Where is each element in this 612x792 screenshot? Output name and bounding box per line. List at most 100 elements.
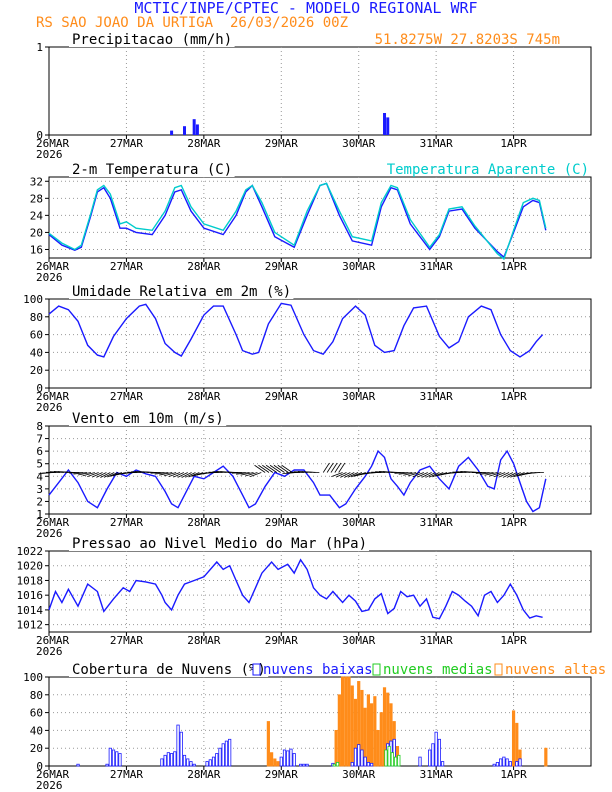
wind-xtick-label: 30MAR xyxy=(342,516,375,529)
cloud-bar-high xyxy=(347,676,351,767)
cloud-bar-high xyxy=(266,721,270,767)
clouds-ytick-label: 80 xyxy=(30,689,43,702)
wind-arrow xyxy=(269,464,281,473)
wind-ytick-label: 6 xyxy=(36,445,43,458)
wind-arrow xyxy=(502,472,514,478)
temp-xtick-label: 30MAR xyxy=(342,260,375,273)
cloud-bar-low xyxy=(173,751,177,767)
rh-xtick-label: 28MAR xyxy=(187,390,220,403)
precip-bar xyxy=(183,126,186,135)
cloud-bar-mid xyxy=(394,756,398,767)
precip-ytick-label: 1 xyxy=(36,41,43,54)
clouds-title: Cobertura de Nuvens (%) xyxy=(72,662,266,678)
cloud-bar-low xyxy=(508,761,512,767)
wind-arrow xyxy=(489,472,502,477)
cloud-bar-low xyxy=(205,761,209,767)
cloud-bar-low xyxy=(279,756,283,767)
rh-xtick-label: 30MAR xyxy=(342,390,375,403)
wind-arrow xyxy=(110,472,123,477)
precip-bar xyxy=(192,119,196,135)
cloud-bar-high xyxy=(544,747,548,767)
press-ytick-label: 1012 xyxy=(17,619,44,632)
header-run: 26/03/2026 00Z xyxy=(230,15,348,31)
cloud-bar-low xyxy=(228,738,232,767)
wind-arrow xyxy=(510,472,521,478)
cloud-bar-high xyxy=(340,676,345,767)
wind-arrow xyxy=(484,472,498,476)
rh-xtick-label: 1APR xyxy=(500,390,527,403)
rh-frame xyxy=(48,298,592,389)
wind-arrow xyxy=(273,464,285,473)
wind-arrow xyxy=(326,462,334,473)
header-location: RS SAO JOAO DA URTIGA xyxy=(36,15,214,31)
wind-arrow xyxy=(425,472,436,478)
cloud-bar-low xyxy=(366,762,370,767)
clouds-ytick-label: 20 xyxy=(30,742,43,755)
cloud-bar-low xyxy=(286,750,290,767)
press-ytick-label: 1022 xyxy=(17,545,44,558)
temp-year-label: 2026 xyxy=(36,271,63,284)
wind-arrow xyxy=(432,472,444,478)
wind-arrow xyxy=(334,462,342,473)
wind-arrow xyxy=(73,472,88,475)
temp-ytick-label: 20 xyxy=(30,226,43,239)
wind-arrow xyxy=(412,472,425,478)
wind-arrow xyxy=(69,472,84,474)
rh-title-bg xyxy=(69,285,294,299)
cloud-bar-low xyxy=(302,763,306,767)
cloud-bar-high xyxy=(511,710,516,767)
cloud-bar-low xyxy=(192,763,196,767)
cloud-bar-high xyxy=(270,752,274,767)
wind-arrow xyxy=(479,472,494,475)
cloud-bar-low xyxy=(118,753,122,767)
cloud-bar-low xyxy=(434,731,438,767)
wind-arrow xyxy=(159,472,173,476)
cloud-bar-low xyxy=(221,743,225,767)
cloud-bar-low xyxy=(299,763,303,767)
wind-arrow xyxy=(91,472,103,478)
temp-xtick-label: 27MAR xyxy=(110,260,143,273)
cloud-bar-high xyxy=(276,761,280,767)
cloud-bar-low xyxy=(76,763,80,767)
cloud-bar-low xyxy=(440,761,445,767)
cloud-bar-low xyxy=(357,744,361,767)
wind-arrow xyxy=(353,472,366,477)
precip-bar xyxy=(195,124,199,135)
temp-series-line-0 xyxy=(48,182,547,259)
cloud-bar-high xyxy=(273,758,277,767)
rh-ytick-label: 80 xyxy=(30,311,43,324)
wind-arrow xyxy=(168,472,181,477)
precip-xtick-label: 27MAR xyxy=(110,137,143,150)
wind-xtick-label: 28MAR xyxy=(187,516,220,529)
cloud-bar-low xyxy=(186,758,190,767)
cloud-bar-low xyxy=(115,751,119,767)
precip-ytick-label: 0 xyxy=(36,129,43,142)
wind-series-line-0 xyxy=(48,449,547,513)
precip-bar xyxy=(170,130,174,135)
wind-arrow xyxy=(249,472,262,478)
wind-arrow xyxy=(417,472,428,478)
wind-arrow xyxy=(394,472,409,474)
wind-arrow xyxy=(100,472,111,478)
temp-xtick-label: 31MAR xyxy=(420,260,453,273)
cloud-bar-low xyxy=(518,758,522,767)
clouds-ytick-label: 100 xyxy=(23,671,43,684)
clouds-xtick-label: 29MAR xyxy=(265,768,298,781)
clouds-year-label: 2026 xyxy=(36,779,63,792)
cloud-bar-high xyxy=(334,730,338,767)
wind-frame xyxy=(48,425,592,515)
precip-bar xyxy=(386,117,390,135)
wind-ytick-label: 2 xyxy=(36,495,43,508)
temp-title-bg xyxy=(69,163,235,177)
precip-title-bg xyxy=(69,33,235,47)
wind-arrow xyxy=(96,472,107,478)
wind-arrow xyxy=(150,472,165,474)
rh-ytick-label: 40 xyxy=(30,346,43,359)
wind-arrow xyxy=(330,462,338,473)
cloud-bar-low xyxy=(111,749,116,767)
cloud-bar-low xyxy=(160,758,164,767)
rh-xtick-label: 27MAR xyxy=(110,390,143,403)
wind-arrow xyxy=(154,472,169,475)
press-xtick-label: 30MAR xyxy=(342,634,375,647)
precip-year-label: 2026 xyxy=(36,148,63,161)
